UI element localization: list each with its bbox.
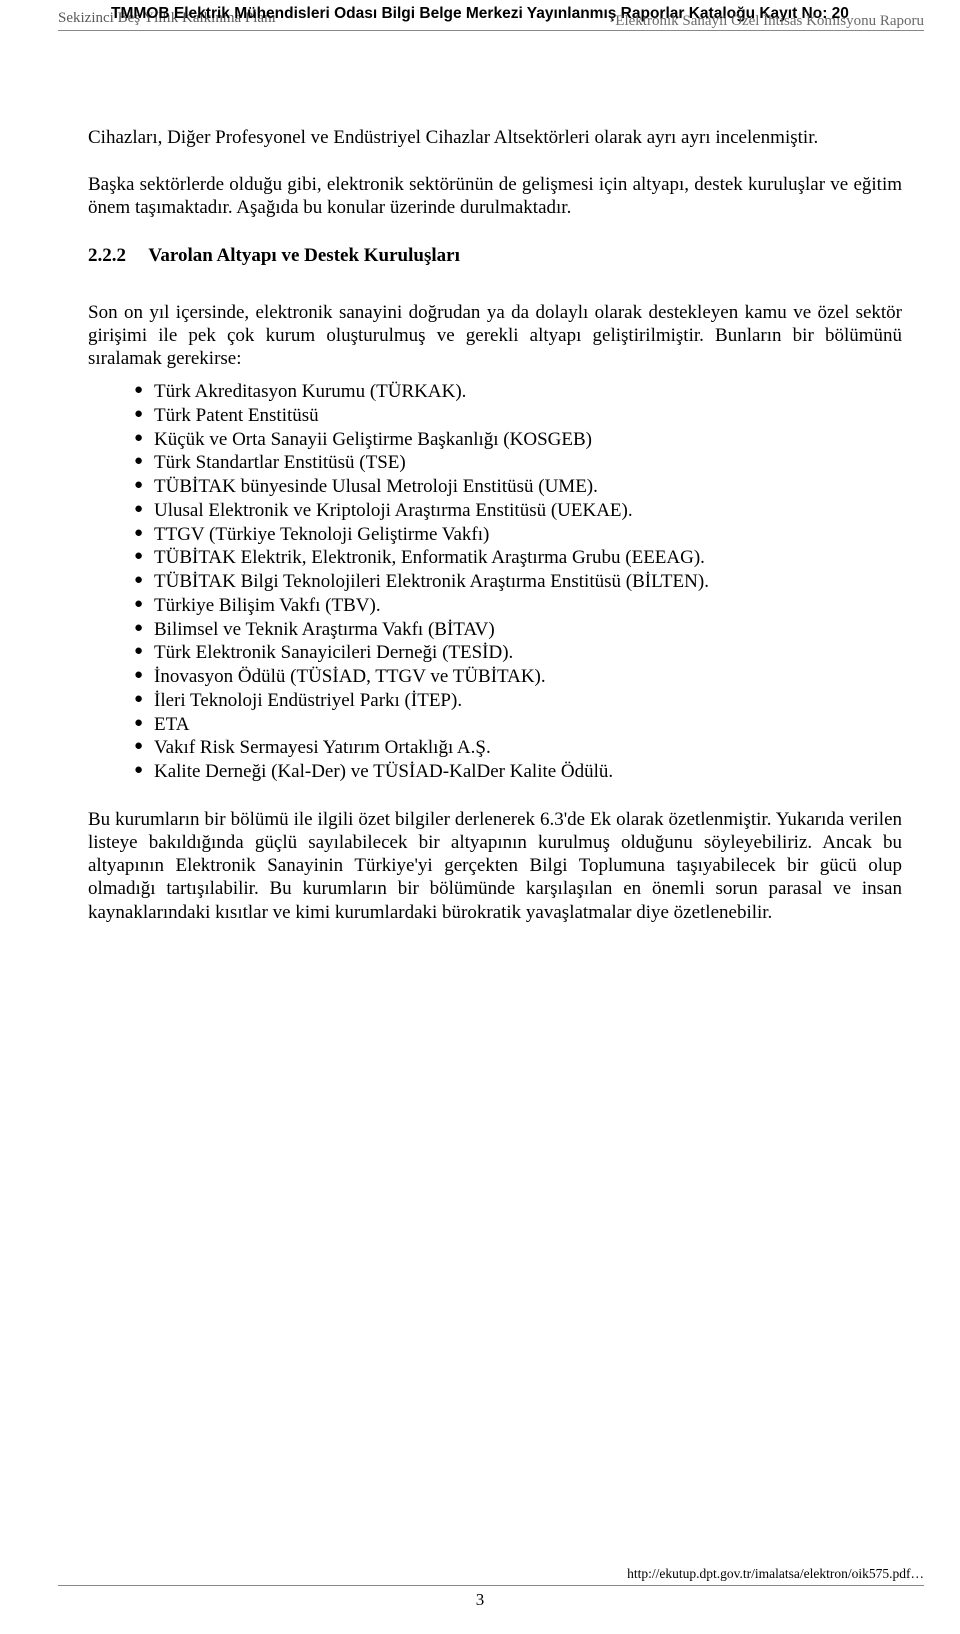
- list-item: Türk Standartlar Enstitüsü (TSE): [138, 451, 902, 475]
- list-item: TTGV (Türkiye Teknoloji Geliştirme Vakfı…: [138, 523, 902, 547]
- list-item: İleri Teknoloji Endüstriyel Parkı (İTEP)…: [138, 689, 902, 713]
- paragraph-2: Başka sektörlerde olduğu gibi, elektroni…: [88, 173, 902, 219]
- list-item: ETA: [138, 713, 902, 737]
- list-item: İnovasyon Ödülü (TÜSİAD, TTGV ve TÜBİTAK…: [138, 665, 902, 689]
- list-item: TÜBİTAK Elektrik, Elektronik, Enformatik…: [138, 546, 902, 570]
- list-item: TÜBİTAK bünyesinde Ulusal Metroloji Enst…: [138, 475, 902, 499]
- list-item: Vakıf Risk Sermayesi Yatırım Ortaklığı A…: [138, 736, 902, 760]
- paragraph-4: Bu kurumların bir bölümü ile ilgili özet…: [88, 808, 902, 924]
- document-page: Sekizinci Beş Yıllık Kalkınma Planı TMMO…: [0, 0, 960, 1634]
- list-item: Türk Akreditasyon Kurumu (TÜRKAK).: [138, 380, 902, 404]
- list-item: Türkiye Bilişim Vakfı (TBV).: [138, 594, 902, 618]
- paragraph-3: Son on yıl içersinde, elektronik sanayin…: [88, 301, 902, 371]
- list-item: Küçük ve Orta Sanayii Geliştirme Başkanl…: [138, 428, 902, 452]
- footer-url: http://ekutup.dpt.gov.tr/imalatsa/elektr…: [627, 1566, 924, 1582]
- section-title: Varolan Altyapı ve Destek Kuruluşları: [148, 245, 459, 266]
- header-rule: [58, 30, 924, 31]
- institutions-list: Türk Akreditasyon Kurumu (TÜRKAK). Türk …: [88, 380, 902, 784]
- list-item: Bilimsel ve Teknik Araştırma Vakfı (BİTA…: [138, 618, 902, 642]
- list-item: Türk Elektronik Sanayicileri Derneği (TE…: [138, 641, 902, 665]
- list-item: Kalite Derneği (Kal-Der) ve TÜSİAD-KalDe…: [138, 760, 902, 784]
- footer-page-number: 3: [0, 1590, 960, 1610]
- header-right-text: Elektronik Sanayii Özel İhtisas Komisyon…: [615, 13, 924, 30]
- list-item: Ulusal Elektronik ve Kriptoloji Araştırm…: [138, 499, 902, 523]
- list-item: Türk Patent Enstitüsü: [138, 404, 902, 428]
- list-item: TÜBİTAK Bilgi Teknolojileri Elektronik A…: [138, 570, 902, 594]
- section-heading: 2.2.2 Varolan Altyapı ve Destek Kuruluşl…: [88, 244, 902, 267]
- document-body: Cihazları, Diğer Profesyonel ve Endüstri…: [88, 126, 902, 948]
- page-header: Sekizinci Beş Yıllık Kalkınma Planı TMMO…: [0, 0, 960, 6]
- paragraph-1: Cihazları, Diğer Profesyonel ve Endüstri…: [88, 126, 902, 149]
- section-number: 2.2.2: [88, 244, 144, 267]
- footer-rule: [58, 1585, 924, 1586]
